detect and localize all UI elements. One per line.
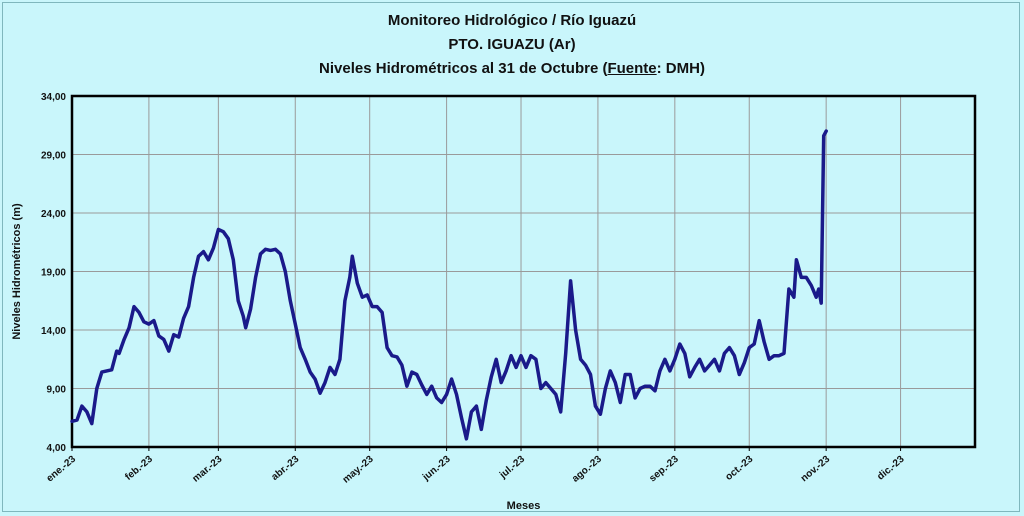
y-axis-label: Niveles Hidrométricos (m) [11, 203, 23, 340]
chart-title: Monitoreo Hidrológico / Río Iguazú [387, 12, 637, 29]
y-tick-label: 4,00 [47, 443, 67, 454]
series-line-water-level [70, 129, 828, 441]
subtitle-suffix: : DMH) [656, 60, 705, 77]
y-tick-label: 9,00 [47, 385, 67, 396]
y-tick-label: 34,00 [41, 92, 66, 103]
x-tick-label: mar.-23 [191, 454, 225, 485]
x-tick-label: nov.-23 [799, 454, 833, 485]
x-tick-label: feb.-23 [123, 453, 155, 482]
y-tick-label: 24,00 [41, 209, 66, 220]
chart-subtitle-date-source: Niveles Hidrométricos al 31 de Octubre (… [0, 60, 1024, 77]
y-tick-label: 14,00 [41, 326, 66, 337]
x-tick-label: ene.-23 [45, 454, 79, 485]
y-tick-label: 29,00 [41, 151, 66, 162]
x-axis-ticks: ene.-23 feb.-23 mar.-23 abr.-23 may.-23 jun.-… [45, 447, 907, 486]
subtitle-prefix: Niveles Hidrométricos al 31 de Octubre ( [319, 60, 608, 77]
chart-subtitle-station: PTO. IGUAZU (Ar) [448, 36, 576, 53]
x-tick-label: sep.-23 [647, 454, 681, 485]
x-tick-label: abr.-23 [270, 454, 302, 483]
y-axis-ticks: 4,00 9,00 14,00 19,00 24,00 29,00 34,00 [41, 92, 66, 454]
x-tick-label: dic.-23 [875, 454, 907, 483]
y-tick-label: 19,00 [41, 268, 66, 279]
x-axis-label: Meses [507, 500, 541, 512]
x-tick-label: may.-23 [341, 454, 376, 486]
x-tick-label: ago.-23 [570, 454, 604, 485]
x-tick-label: jul.-23 [497, 454, 527, 482]
x-tick-label: oct.-23 [724, 453, 756, 482]
subtitle-source-label: Fuente [607, 60, 657, 77]
x-tick-label: jun.-23 [420, 454, 453, 484]
grid-lines [72, 95, 975, 448]
plot-area-border [70, 94, 977, 449]
